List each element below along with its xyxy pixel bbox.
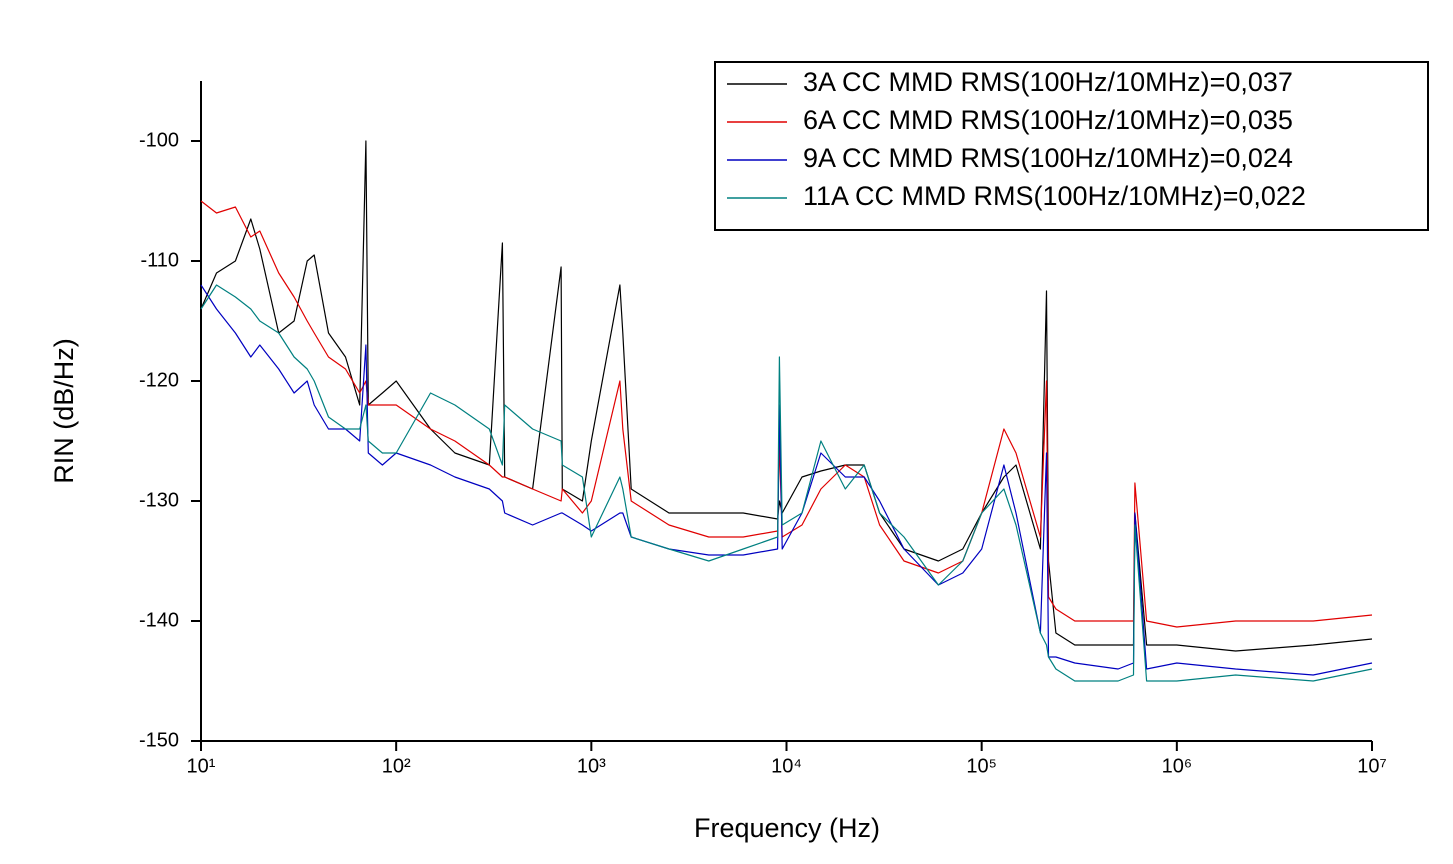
legend-box xyxy=(714,61,1429,231)
x-axis-title: Frequency (Hz) xyxy=(694,813,880,843)
x-tick-label: 10⁶ xyxy=(1162,755,1192,777)
series-line xyxy=(200,140,1373,652)
x-tick-label: 10⁷ xyxy=(1357,755,1386,777)
series-line xyxy=(200,200,1373,628)
y-tick-label: -110 xyxy=(140,249,179,271)
y-tick-label: -130 xyxy=(139,489,179,511)
legend-label: 11A CC MMD RMS(100Hz/10MHz)=0,022 xyxy=(803,181,1306,211)
y-tick-label: -120 xyxy=(139,369,179,391)
x-tick-label: 10¹ xyxy=(187,755,216,777)
y-axis-title: RIN (dB/Hz) xyxy=(49,338,79,484)
series-line xyxy=(200,284,1373,682)
legend-label: 9A CC MMD RMS(100Hz/10MHz)=0,024 xyxy=(803,143,1293,173)
y-tick-label: -150 xyxy=(139,729,179,751)
x-tick-label: 10⁴ xyxy=(771,755,802,777)
y-tick-label: -140 xyxy=(139,609,179,631)
series-line xyxy=(200,284,1373,676)
x-tick-label: 10² xyxy=(382,755,411,777)
y-tick-label: -100 xyxy=(139,129,179,151)
legend-label: 6A CC MMD RMS(100Hz/10MHz)=0,035 xyxy=(803,105,1293,135)
legend-label: 3A CC MMD RMS(100Hz/10MHz)=0,037 xyxy=(803,67,1293,97)
x-tick-label: 10³ xyxy=(577,755,606,777)
x-tick-label: 10⁵ xyxy=(966,755,997,777)
